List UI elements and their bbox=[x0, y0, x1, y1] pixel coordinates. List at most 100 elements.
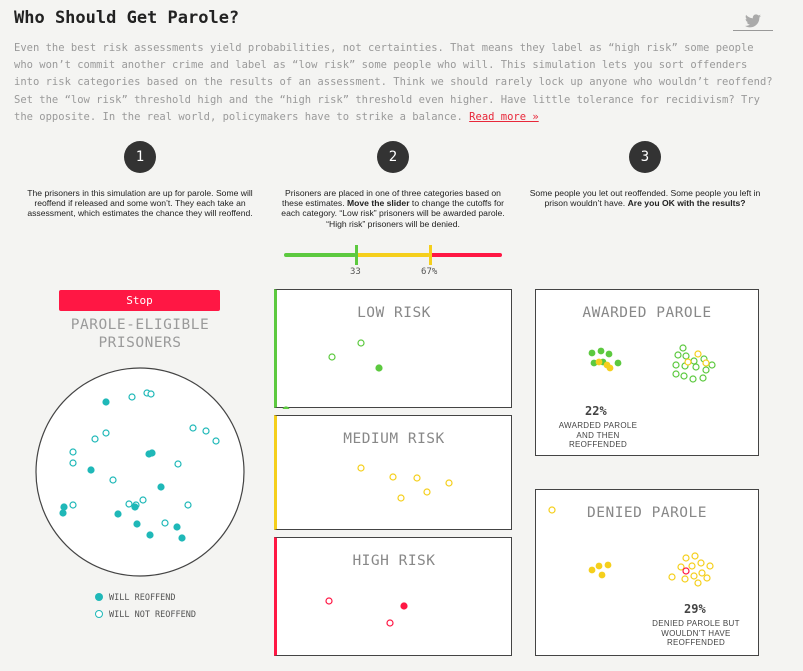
prisoner-dot-not-reoffend bbox=[694, 350, 702, 358]
denied-parole-title: DENIED PAROLE bbox=[587, 505, 707, 521]
high-threshold-label: 67% bbox=[421, 267, 438, 277]
stop-button[interactable]: Stop bbox=[59, 290, 220, 311]
awarded-reoffend-percent: 22% bbox=[585, 404, 607, 418]
denied-not-reoffend-label: DENIED PAROLE BUT WOULDN’T HAVE REOFFEND… bbox=[652, 619, 740, 647]
prisoner-dot-not-reoffend bbox=[699, 374, 707, 382]
prisoner-dot-not-reoffend bbox=[139, 496, 147, 504]
medium-risk-title: MEDIUM RISK bbox=[343, 431, 445, 447]
awarded-reoffend-label: AWARDED PAROLE AND THEN REOFFENDED bbox=[558, 421, 638, 449]
low-risk-box: LOW RISK bbox=[274, 289, 512, 409]
prisoner-dot-reoffend bbox=[178, 534, 186, 542]
prisoner-dot-reoffend bbox=[605, 350, 613, 358]
prisoner-dot-reoffend bbox=[588, 349, 596, 357]
step-2-text: Prisoners are placed in one of three cat… bbox=[281, 188, 505, 229]
legend-reoffend: WILL REOFFEND bbox=[95, 593, 176, 603]
pool-title: PAROLE-ELIGIBLE PRISONERS bbox=[70, 317, 210, 351]
low-threshold-label: 33 bbox=[349, 267, 361, 277]
intro-text: Even the best risk assessments yield pro… bbox=[14, 42, 773, 123]
prisoner-dot-not-reoffend bbox=[328, 353, 336, 361]
high-risk-title: HIGH RISK bbox=[352, 553, 436, 569]
low-risk-title: LOW RISK bbox=[357, 305, 431, 321]
denied-parole-box: DENIED PAROLE 29% DENIED PAROLE BUT WOUL… bbox=[535, 489, 759, 656]
prisoner-dot-not-reoffend bbox=[677, 563, 685, 571]
prisoner-dot-reoffend bbox=[157, 483, 165, 491]
prisoner-dot-reoffend bbox=[114, 510, 122, 518]
prisoner-dot-not-reoffend bbox=[389, 473, 397, 481]
slider-high-segment bbox=[430, 253, 502, 257]
prisoner-dot-reoffend bbox=[59, 509, 67, 517]
prisoner-dot-not-reoffend bbox=[703, 574, 711, 582]
prisoner-dot-not-reoffend bbox=[445, 479, 453, 487]
prisoner-dot-not-reoffend bbox=[697, 559, 705, 567]
prisoner-dot-not-reoffend bbox=[684, 358, 692, 366]
prisoner-dot-not-reoffend bbox=[325, 597, 333, 605]
high-threshold-handle[interactable] bbox=[429, 245, 433, 265]
prisoner-dot-not-reoffend bbox=[413, 474, 421, 482]
prisoner-dot-not-reoffend bbox=[161, 519, 169, 527]
prisoner-dot-not-reoffend bbox=[386, 619, 394, 627]
twitter-share-button[interactable] bbox=[733, 12, 773, 31]
medium-risk-box: MEDIUM RISK bbox=[274, 415, 512, 530]
step-2-number: 2 bbox=[377, 141, 409, 173]
prisoner-dot-not-reoffend bbox=[548, 506, 556, 514]
slider-medium-segment bbox=[355, 253, 431, 257]
prisoner-dot-not-reoffend bbox=[109, 476, 117, 484]
step-1-text: The prisoners in this simulation are up … bbox=[27, 188, 253, 219]
prisoner-dot-not-reoffend bbox=[69, 501, 77, 509]
awarded-parole-title: AWARDED PAROLE bbox=[582, 305, 712, 321]
risk-threshold-slider[interactable] bbox=[284, 245, 502, 268]
prisoner-dot-not-reoffend bbox=[706, 562, 714, 570]
prisoner-dot-not-reoffend bbox=[674, 351, 682, 359]
prisoner-dot-not-reoffend bbox=[69, 459, 77, 467]
prisoner-dot-reoffend bbox=[60, 503, 68, 511]
prisoner-dot-not-reoffend bbox=[397, 494, 405, 502]
prisoner-dot-reoffend bbox=[148, 449, 156, 457]
prisoner-dot-reoffend bbox=[146, 531, 154, 539]
step-3-number: 3 bbox=[629, 141, 661, 173]
intro-paragraph: Even the best risk assessments yield pro… bbox=[14, 40, 774, 126]
prisoner-dot-not-reoffend bbox=[708, 361, 716, 369]
prisoner-dot-reoffend bbox=[614, 359, 622, 367]
prisoner-dot-not-reoffend bbox=[69, 448, 77, 456]
step-1-number: 1 bbox=[124, 141, 156, 173]
prisoner-dot-not-reoffend bbox=[189, 424, 197, 432]
prisoner-dot-not-reoffend bbox=[680, 372, 688, 380]
prisoner-dot-not-reoffend bbox=[691, 552, 699, 560]
denied-not-reoffend-percent: 29% bbox=[684, 602, 706, 616]
prisoner-dot-not-reoffend bbox=[672, 361, 680, 369]
prisoner-dot-reoffend bbox=[375, 364, 383, 372]
prisoner-dot-not-reoffend bbox=[682, 554, 690, 562]
prisoner-dot-reoffend bbox=[282, 406, 290, 409]
prisoner-dot-not-reoffend bbox=[682, 352, 690, 360]
prisoner-dot-not-reoffend bbox=[668, 573, 676, 581]
prisoner-dot-not-reoffend bbox=[147, 390, 155, 398]
prisoner-dot-reoffend bbox=[87, 466, 95, 474]
high-risk-box: HIGH RISK bbox=[274, 537, 512, 656]
prisoner-dot-not-reoffend bbox=[690, 357, 698, 365]
prisoner-dot-not-reoffend bbox=[91, 435, 99, 443]
prisoner-dot-reoffend bbox=[606, 364, 614, 372]
step-3-text: Some people you let out reoffended. Some… bbox=[529, 188, 761, 209]
read-more-link[interactable]: Read more » bbox=[469, 110, 539, 123]
prisoner-dot-reoffend bbox=[131, 503, 139, 511]
prisoner-dot-reoffend bbox=[173, 523, 181, 531]
low-threshold-handle[interactable] bbox=[354, 245, 358, 265]
prisoner-dot-reoffend bbox=[598, 571, 606, 579]
prisoner-dot-not-reoffend bbox=[184, 501, 192, 509]
awarded-parole-box: AWARDED PAROLE 22% AWARDED PAROLE AND TH… bbox=[535, 289, 759, 456]
prisoner-dot-not-reoffend bbox=[212, 437, 220, 445]
prisoner-dot-not-reoffend bbox=[357, 464, 365, 472]
prisoner-dot-not-reoffend bbox=[702, 359, 710, 367]
prisoner-dot-reoffend bbox=[595, 358, 603, 366]
prisoner-dot-not-reoffend bbox=[702, 366, 710, 374]
prisoner-dot-not-reoffend bbox=[690, 572, 698, 580]
slider-low-segment bbox=[284, 253, 356, 257]
prisoner-dot-not-reoffend bbox=[128, 393, 136, 401]
open-dot-icon bbox=[95, 610, 103, 618]
prisoner-dot-reoffend bbox=[133, 520, 141, 528]
prisoner-dot-not-reoffend bbox=[102, 429, 110, 437]
prisoner-dot-not-reoffend bbox=[679, 344, 687, 352]
prisoner-dot-not-reoffend bbox=[694, 579, 702, 587]
prisoner-dot-not-reoffend bbox=[682, 567, 690, 575]
prisoner-dot-reoffend bbox=[597, 347, 605, 355]
